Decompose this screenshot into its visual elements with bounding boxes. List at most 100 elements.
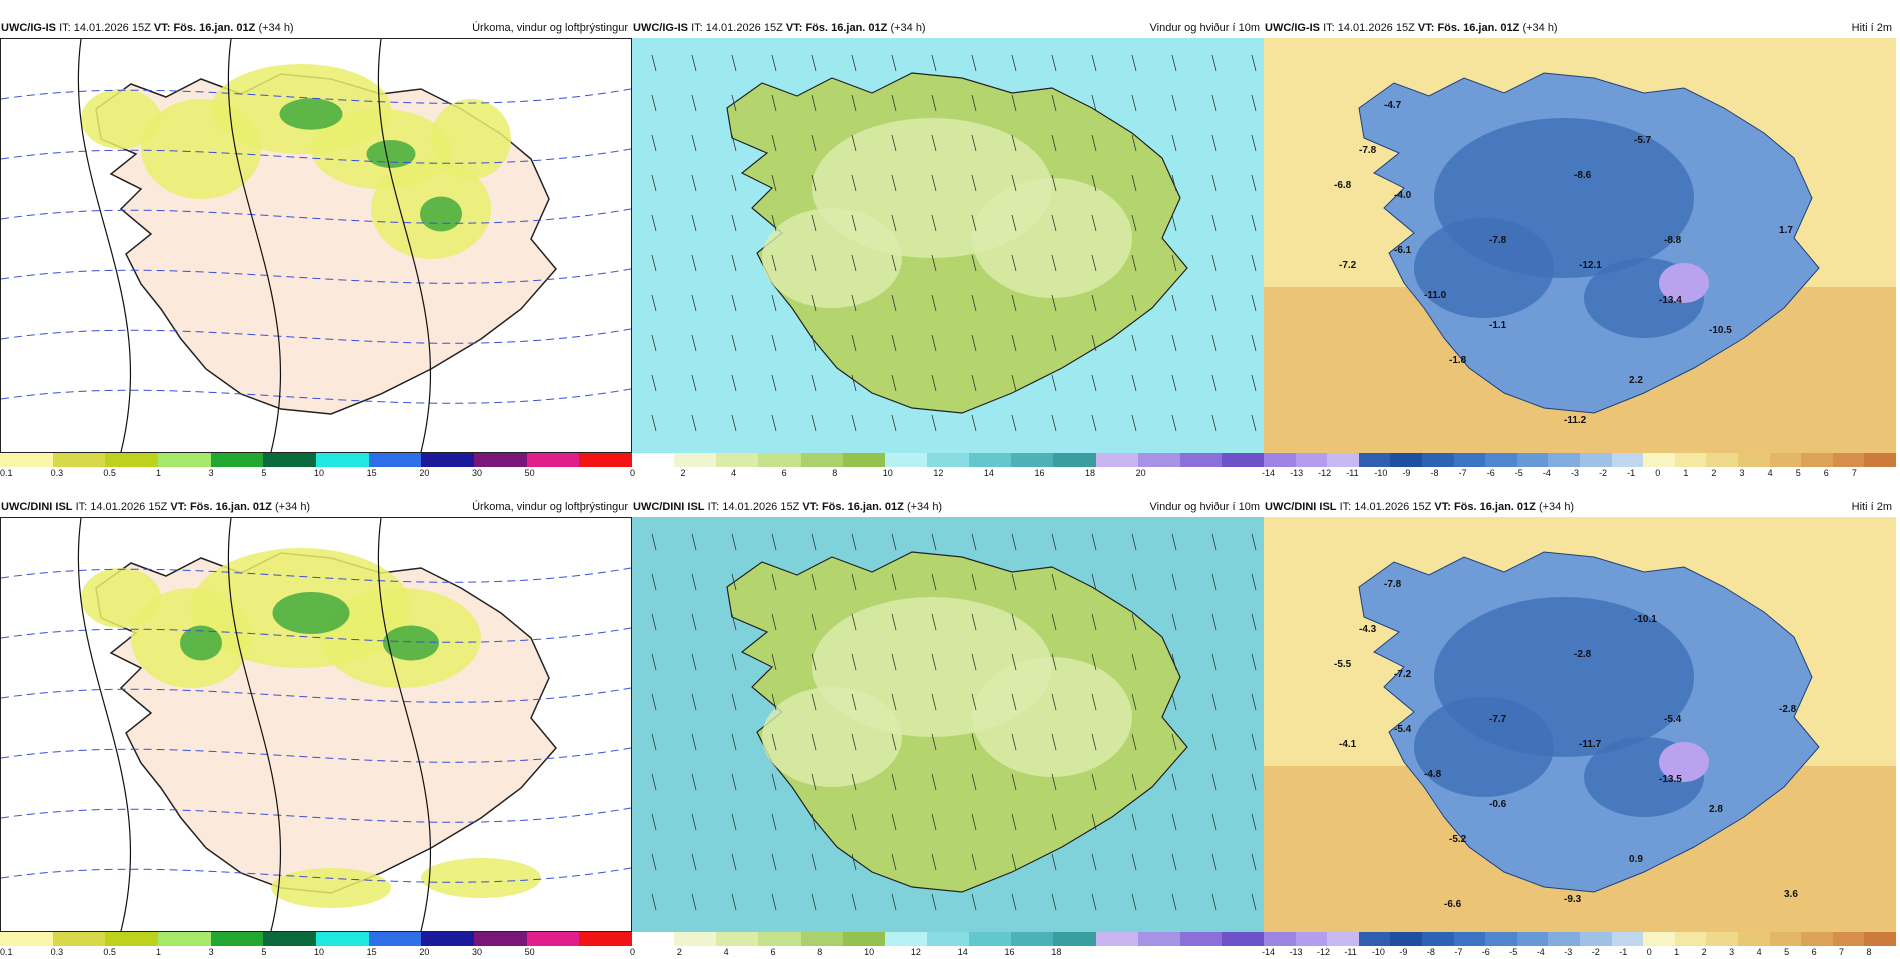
wind-arrow xyxy=(1091,374,1097,392)
wind-arrow xyxy=(771,334,777,352)
wind-arrow xyxy=(1211,254,1217,272)
wind-arrow xyxy=(811,334,817,352)
wind-arrow xyxy=(851,174,857,192)
wind-arrow xyxy=(771,893,777,911)
issue-label: IT: xyxy=(75,501,88,513)
wind-arrow xyxy=(1131,174,1137,192)
wind-arrow xyxy=(851,773,857,791)
isobar-line xyxy=(77,518,132,931)
colorbar-tick-label: -13 xyxy=(1289,947,1303,957)
precip-colorbar-labels: 0.1 0.3 0.5 1 3 5 10 15 20 30 50 xyxy=(0,947,632,959)
wind-arrow xyxy=(891,254,897,272)
colorbar-swatch xyxy=(158,453,211,467)
wind-arrow xyxy=(771,693,777,711)
wind-arrow xyxy=(931,773,937,791)
temperature-label: -11.7 xyxy=(1579,739,1602,750)
colorbar-swatch xyxy=(716,453,759,467)
wind-arrow xyxy=(1091,573,1097,591)
colorbar-swatch xyxy=(1611,932,1644,946)
wind-arrow xyxy=(691,294,697,312)
colorbar-swatch xyxy=(105,932,159,946)
wind-arrow xyxy=(1131,294,1137,312)
lead-time: (+34 h) xyxy=(1522,22,1558,34)
wind-arrow xyxy=(1051,294,1057,312)
wind-arrow xyxy=(811,813,817,831)
wind-arrow xyxy=(771,613,777,631)
colorbar-tick-label: 4 xyxy=(731,468,737,478)
wind-arrow xyxy=(931,573,937,591)
colorbar-swatch xyxy=(210,453,264,467)
colorbar-tick-label: 30 xyxy=(472,468,483,478)
panel-title: Úrkoma, vindur og loftþrýstingur xyxy=(472,22,628,34)
wind-arrow xyxy=(851,54,857,72)
wind-arrow xyxy=(1251,613,1257,631)
colorbar-tick-label: -7 xyxy=(1458,468,1467,478)
wind-arrow xyxy=(771,414,777,432)
wind-arrow xyxy=(1051,693,1057,711)
wind-arrow xyxy=(971,813,977,831)
wind-arrow xyxy=(1011,533,1017,551)
wind-arrow xyxy=(1211,414,1217,432)
wind-arrow xyxy=(1051,533,1057,551)
wind-arrow xyxy=(691,134,697,152)
precip-heavy-area xyxy=(272,592,350,634)
wind-arrow xyxy=(1131,893,1137,911)
temperature-label: -1.1 xyxy=(1489,320,1507,331)
wind-arrow xyxy=(1171,334,1177,352)
colorbar-swatch xyxy=(1011,932,1054,946)
panel-header: UWC/IG-IS IT: 14.01.2026 15Z VT: Fös. 16… xyxy=(0,18,632,38)
wind-arrow xyxy=(931,693,937,711)
wind-arrow xyxy=(1211,693,1217,711)
colorbar-swatch xyxy=(1453,932,1486,946)
colorbar-swatch xyxy=(1548,932,1580,946)
colorbar-swatch xyxy=(800,453,843,467)
wind-arrow xyxy=(1251,813,1257,831)
colorbar-swatch xyxy=(316,453,369,467)
panel-header: UWC/IG-IS IT: 14.01.2026 15Z VT: Fös. 16… xyxy=(632,18,1264,38)
wind-arrow xyxy=(971,54,977,72)
issue-time: 14.01.2026 15Z xyxy=(90,501,168,513)
wind-speed-area xyxy=(762,687,902,787)
wind-arrow xyxy=(971,94,977,112)
colorbar-tick-label: 6 xyxy=(1811,947,1817,957)
temp-colorbar-labels: -14 -13 -12 -11 -10 -9 -8 -7 -6 -5 -4 -3 -2 -1 0 1 2 3 4 5 6… xyxy=(1262,468,1896,480)
wind-arrow xyxy=(731,134,737,152)
wind-arrow xyxy=(891,853,897,871)
colorbar-tick-label: 10 xyxy=(314,947,325,957)
model-name: UWC/DINI ISL xyxy=(1,501,73,513)
temperature-label: -6.6 xyxy=(1444,899,1462,910)
wind-arrow xyxy=(811,54,817,72)
map-layer xyxy=(1,39,631,452)
wind-colorbar xyxy=(632,932,1265,946)
isotherm-line xyxy=(1,88,631,104)
issue-label: IT: xyxy=(1323,22,1335,34)
colorbar-swatch xyxy=(969,932,1012,946)
wind-arrow xyxy=(1091,813,1097,831)
isotherm-line xyxy=(1,567,631,583)
temperature-label: -12.1 xyxy=(1579,260,1602,271)
lead-time: (+34 h) xyxy=(258,22,294,34)
wind-arrow xyxy=(691,773,697,791)
temp-colorbar xyxy=(1264,453,1896,467)
colorbar-tick-label: -12 xyxy=(1316,947,1330,957)
wind-arrow xyxy=(971,733,977,751)
valid-label: VT: xyxy=(170,501,187,513)
wind-arrow xyxy=(1211,613,1217,631)
colorbar-tick-label: 4 xyxy=(1767,468,1773,478)
wind-arrow xyxy=(891,54,897,72)
wind-arrow xyxy=(771,374,777,392)
colorbar-swatch xyxy=(716,932,759,946)
colorbar-swatch xyxy=(1221,453,1265,467)
colorbar-swatch xyxy=(1485,932,1517,946)
temperature-label: -2.8 xyxy=(1574,649,1592,660)
colorbar-swatch xyxy=(368,932,422,946)
wind-arrow xyxy=(1171,54,1177,72)
wind-arrow xyxy=(731,893,737,911)
precip-heavy-area xyxy=(279,98,343,130)
wind-arrow xyxy=(1251,733,1257,751)
wind-arrow xyxy=(1131,653,1137,671)
temperature-label: -11.0 xyxy=(1424,290,1447,301)
wind-arrow xyxy=(971,374,977,392)
colorbar-tick-label: 15 xyxy=(366,947,377,957)
wind-arrow xyxy=(1251,853,1257,871)
